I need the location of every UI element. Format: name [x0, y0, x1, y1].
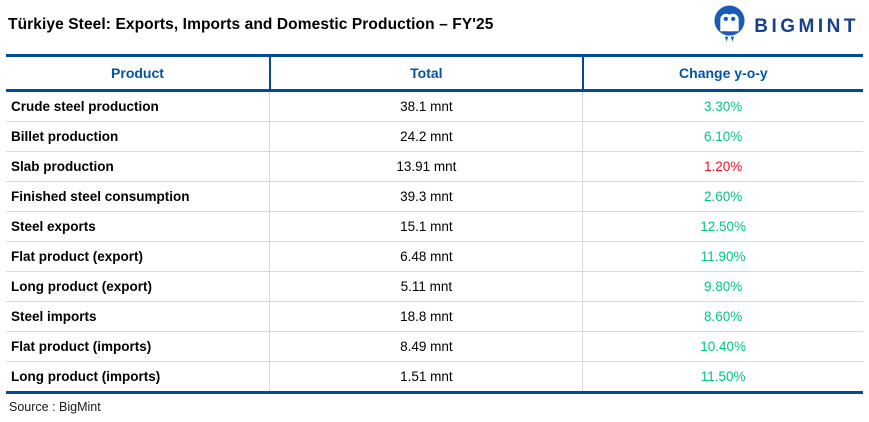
- table-row: Steel imports 18.8 mnt 8.60%: [6, 301, 863, 332]
- column-header-total: Total: [268, 54, 583, 92]
- brand-wordmark: BIGMINT: [754, 15, 859, 37]
- column-header-change: Change y-o-y: [581, 54, 863, 92]
- table-row: Flat product (export) 6.48 mnt 11.90%: [6, 241, 863, 272]
- table-row: Slab production 13.91 mnt 1.20%: [6, 151, 863, 182]
- change-cell: 11.90%: [582, 241, 863, 272]
- product-cell: Finished steel consumption: [6, 181, 270, 212]
- source-note: Source : BigMint: [9, 400, 101, 414]
- total-cell: 5.11 mnt: [269, 271, 583, 302]
- steel-data-table: Product Total Change y-o-y Crude steel p…: [6, 54, 863, 394]
- brand-logo: BIGMINT: [713, 5, 859, 48]
- change-cell: 1.20%: [582, 151, 863, 182]
- total-cell: 13.91 mnt: [269, 151, 583, 182]
- total-cell: 38.1 mnt: [269, 90, 583, 122]
- product-cell: Billet production: [6, 121, 270, 152]
- change-cell: 3.30%: [582, 90, 863, 122]
- total-cell: 24.2 mnt: [269, 121, 583, 152]
- table-row: Finished steel consumption 39.3 mnt 2.60…: [6, 181, 863, 212]
- product-cell: Long product (export): [6, 271, 270, 302]
- change-cell: 8.60%: [582, 301, 863, 332]
- bigmint-logo-icon: [713, 5, 746, 48]
- table-row: Long product (imports) 1.51 mnt 11.50%: [6, 361, 863, 394]
- table-header: Product Total Change y-o-y: [6, 54, 863, 92]
- total-cell: 6.48 mnt: [269, 241, 583, 272]
- page-title: Türkiye Steel: Exports, Imports and Dome…: [8, 16, 494, 33]
- total-cell: 1.51 mnt: [269, 361, 583, 394]
- page-header: Türkiye Steel: Exports, Imports and Dome…: [6, 0, 863, 54]
- column-header-product: Product: [6, 54, 270, 92]
- product-cell: Flat product (export): [6, 241, 270, 272]
- table-body: Crude steel production 38.1 mnt 3.30% Bi…: [6, 90, 863, 394]
- table-row: Flat product (imports) 8.49 mnt 10.40%: [6, 331, 863, 362]
- table-row: Crude steel production 38.1 mnt 3.30%: [6, 90, 863, 122]
- product-cell: Steel imports: [6, 301, 270, 332]
- table-row: Billet production 24.2 mnt 6.10%: [6, 121, 863, 152]
- product-cell: Steel exports: [6, 211, 270, 242]
- product-cell: Crude steel production: [6, 90, 270, 122]
- product-cell: Slab production: [6, 151, 270, 182]
- total-cell: 39.3 mnt: [269, 181, 583, 212]
- header-row: Product Total Change y-o-y: [6, 54, 863, 92]
- total-cell: 18.8 mnt: [269, 301, 583, 332]
- total-cell: 8.49 mnt: [269, 331, 583, 362]
- change-cell: 9.80%: [582, 271, 863, 302]
- table-row: Steel exports 15.1 mnt 12.50%: [6, 211, 863, 242]
- product-cell: Flat product (imports): [6, 331, 270, 362]
- change-cell: 12.50%: [582, 211, 863, 242]
- total-cell: 15.1 mnt: [269, 211, 583, 242]
- change-cell: 11.50%: [582, 361, 863, 394]
- table-row: Long product (export) 5.11 mnt 9.80%: [6, 271, 863, 302]
- change-cell: 10.40%: [582, 331, 863, 362]
- product-cell: Long product (imports): [6, 361, 270, 394]
- change-cell: 6.10%: [582, 121, 863, 152]
- change-cell: 2.60%: [582, 181, 863, 212]
